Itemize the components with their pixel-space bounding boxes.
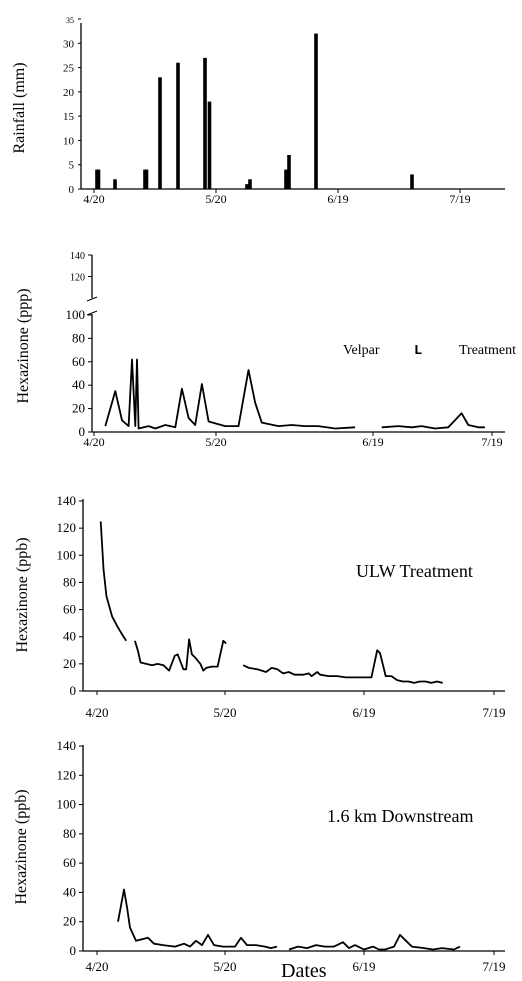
velpar-line (104, 358, 356, 430)
rain-bar (248, 179, 252, 189)
ulw-line (134, 638, 227, 672)
rain-bar (207, 101, 212, 189)
velpar-annotation-2: L (414, 343, 422, 359)
y-tick-label: 30 (63, 38, 75, 50)
y-tick-label: 0 (69, 184, 75, 196)
x-tick-label: 6/19 (352, 705, 375, 720)
x-tick-label: 5/20 (213, 705, 236, 720)
y-tick-label: 35 (66, 16, 74, 25)
x-tick-label: 4/20 (83, 435, 104, 449)
y-tick-label: 40 (63, 629, 76, 644)
ulw-line (242, 649, 443, 684)
y-tick-label: 0 (70, 943, 77, 958)
x-tick-label: 4/20 (85, 705, 108, 720)
rain-bar (113, 179, 117, 189)
y-tick-label: 80 (63, 574, 76, 589)
downstream-line (117, 888, 278, 949)
axis-break-mark (86, 296, 98, 302)
x-tick-label: 6/19 (352, 959, 375, 974)
rain-bar (176, 62, 180, 189)
velpar-series (104, 358, 485, 430)
y-tick-label: 140 (57, 738, 77, 753)
y-tick-labels: 0 20 40 60 80 100 120 140 (57, 738, 83, 958)
y-tick-label: 40 (63, 884, 76, 899)
x-tick-label: 7/19 (449, 192, 470, 206)
x-tick-label: 7/19 (482, 959, 505, 974)
x-tick-label: 5/20 (205, 192, 226, 206)
rainfall-bars (95, 33, 414, 190)
ulw-series (99, 521, 443, 684)
y-tick-label: 20 (63, 914, 76, 929)
y-tick-label: 80 (63, 826, 76, 841)
rain-bar (245, 184, 249, 189)
y-tick-label: 0 (70, 683, 77, 698)
y-tick-label: 120 (70, 273, 85, 284)
x-axis-title: Dates (281, 960, 327, 981)
y-tick-label: 100 (57, 797, 77, 812)
y-tick-label: 20 (63, 87, 75, 99)
rain-bar (284, 169, 288, 189)
rain-bar (203, 57, 207, 189)
y-tick-label: 100 (57, 547, 77, 562)
y-tick-label: 120 (57, 767, 77, 782)
rain-bar (96, 169, 101, 189)
x-tick-label: 5/20 (205, 435, 226, 449)
y-tick-label: 60 (63, 602, 76, 617)
x-tick-label: 6/19 (327, 192, 348, 206)
y-tick-label: 20 (72, 401, 85, 416)
ulw-axis-label: Hexazinone (ppb) (14, 537, 31, 652)
downstream-line (288, 934, 461, 951)
axis-break-mark (86, 310, 98, 316)
y-tick-label: 140 (70, 251, 85, 262)
y-tick-label: 20 (63, 656, 76, 671)
y-tick-label: 80 (72, 330, 85, 345)
x-tick-label: 5/20 (213, 959, 236, 974)
rainfall-axis-label: Rainfall (mm) (11, 62, 28, 153)
y-tick-labels: 0 5 10 15 20 25 30 35 (63, 16, 81, 196)
velpar-panel: 0 20 40 60 80 100 120 140 4/20 5/20 6/19 7/19 Hexa… (15, 251, 516, 449)
x-tick-label: 7/19 (481, 435, 502, 449)
x-tick-labels: 4/20 5/20 6/19 7/19 (85, 691, 506, 720)
downstream-annotation: 1.6 km Downstream (327, 806, 473, 826)
x-tick-label: 6/19 (362, 435, 383, 449)
y-tick-label: 40 (72, 377, 85, 392)
rainfall-panel: 0 5 10 15 20 25 30 35 4/20 5/20 6/19 7/19 Rainfall… (11, 16, 505, 206)
velpar-line (381, 412, 485, 430)
y-tick-label: 15 (63, 111, 75, 123)
rain-bar (287, 155, 291, 189)
x-tick-label: 4/20 (85, 959, 108, 974)
x-tick-label: 4/20 (83, 192, 104, 206)
ulw-line (99, 521, 128, 642)
y-tick-label: 10 (63, 135, 75, 147)
y-tick-label: 25 (63, 63, 75, 75)
rain-bar (158, 77, 162, 189)
y-tick-labels: 0 20 40 60 80 100 120 140 (66, 251, 92, 439)
rain-bar (314, 33, 318, 190)
ulw-panel: 0 20 40 60 80 100 120 140 4/20 5/20 6/19 7/19 Hexa… (14, 493, 506, 720)
x-tick-labels: 4/20 5/20 6/19 7/19 (83, 432, 503, 449)
x-tick-labels: 4/20 5/20 6/19 7/19 (83, 189, 471, 206)
y-tick-labels: 0 20 40 60 80 100 120 140 (57, 493, 83, 698)
y-tick-label: 0 (79, 424, 86, 439)
downstream-series (117, 888, 461, 951)
y-tick-label: 5 (69, 160, 75, 172)
x-tick-label: 7/19 (482, 705, 505, 720)
rain-bar (410, 174, 414, 189)
y-tick-label: 60 (63, 855, 76, 870)
ulw-annotation: ULW Treatment (356, 561, 473, 581)
velpar-annotation-1: Velpar (343, 343, 380, 358)
y-tick-label: 100 (66, 307, 86, 322)
downstream-axis-label: Hexazinone (ppb) (13, 789, 30, 904)
velpar-axis-label: Hexazinone (ppp) (15, 288, 32, 403)
y-tick-label: 140 (57, 493, 77, 508)
y-tick-label: 120 (57, 520, 77, 535)
downstream-panel: 0 20 40 60 80 100 120 140 4/20 5/20 6/19 7/19 Hexa… (13, 738, 506, 981)
x-tick-labels: 4/20 5/20 6/19 7/19 (85, 951, 506, 974)
velpar-annotation-3: Treatment (459, 343, 516, 358)
y-tick-label: 60 (72, 354, 85, 369)
rain-bar (144, 169, 149, 189)
